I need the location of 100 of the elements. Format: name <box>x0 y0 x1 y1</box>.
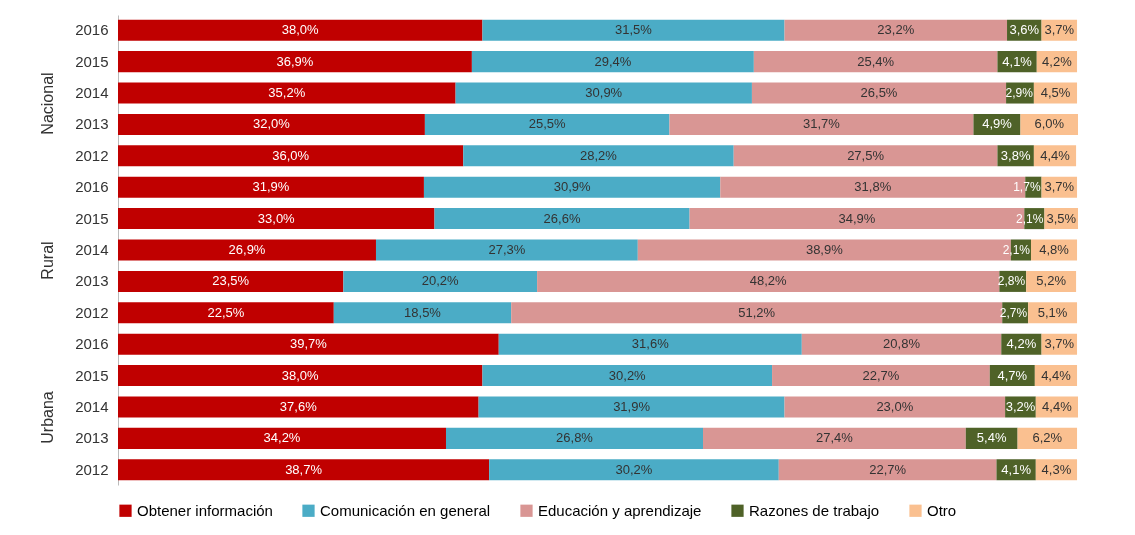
bar <box>118 302 334 324</box>
y-tick-label: 2016 <box>75 21 109 39</box>
data-label: 4,7% <box>997 367 1028 383</box>
bar <box>801 333 1002 355</box>
data-label: 22,7% <box>862 367 900 383</box>
bar <box>118 145 464 167</box>
data-label: 38,7% <box>285 461 323 477</box>
data-label: 4,4% <box>1041 367 1072 383</box>
y-tick-label: 2013 <box>75 115 109 133</box>
data-label: 38,0% <box>281 22 320 38</box>
data-label: 5,4% <box>976 430 1007 446</box>
bar <box>733 145 998 167</box>
bar <box>118 239 376 261</box>
legend-label: Obtener información <box>137 501 273 519</box>
data-label: 20,8% <box>883 336 921 352</box>
bar <box>118 82 456 104</box>
y-tick-label: 2012 <box>75 460 109 478</box>
data-label: 35,2% <box>268 85 306 101</box>
bar <box>118 270 344 292</box>
data-label: 25,5% <box>528 116 567 132</box>
y-tick-label: 2012 <box>75 303 109 321</box>
data-label: 31,7% <box>803 116 841 132</box>
data-label: 30,9% <box>585 85 623 101</box>
bar <box>751 82 1007 104</box>
data-label: 31,5% <box>615 22 653 38</box>
data-label: 23,5% <box>212 273 250 289</box>
bar <box>478 396 785 418</box>
data-label: 2,9% <box>1005 86 1034 101</box>
bar <box>118 365 483 387</box>
data-label: 20,2% <box>421 273 460 289</box>
bar <box>753 51 998 73</box>
bar <box>118 19 483 41</box>
data-label: 26,5% <box>860 85 898 101</box>
text: Nacional <box>39 72 56 135</box>
data-label: 33,0% <box>257 210 296 226</box>
data-label: 26,9% <box>228 242 266 257</box>
bar <box>482 19 785 41</box>
data-label: 27,5% <box>847 147 885 163</box>
data-label: 34,9% <box>838 210 876 226</box>
data-label: 3,7% <box>1044 179 1075 195</box>
bar <box>784 19 1008 41</box>
data-label: 3,7% <box>1044 336 1075 352</box>
y-tick-label: 2014 <box>75 241 109 258</box>
data-label: 25,4% <box>857 53 895 69</box>
data-label: 4,1% <box>1001 461 1032 477</box>
data-label: 3,8% <box>1000 147 1031 163</box>
bar <box>669 113 974 135</box>
bar <box>489 459 779 481</box>
data-label: 31,6% <box>631 336 670 352</box>
data-label: 4,4% <box>1040 147 1071 163</box>
data-label: 32,0% <box>253 116 291 132</box>
data-label: 4,1% <box>1002 53 1033 69</box>
bar <box>375 239 638 261</box>
data-label: 22,7% <box>869 461 907 477</box>
y-tick-label: 2015 <box>75 209 109 227</box>
bar <box>118 51 472 73</box>
y-tick-label: 2012 <box>75 146 109 164</box>
bar <box>772 365 990 387</box>
bar <box>333 302 512 324</box>
bar <box>703 427 966 449</box>
data-label: 4,2% <box>1006 336 1037 352</box>
y-tick-label: 2013 <box>75 429 109 447</box>
bar <box>118 176 424 198</box>
data-label: 38,0% <box>281 367 320 383</box>
y-tick-label: 2014 <box>75 84 109 102</box>
data-label: 38,9% <box>805 242 844 257</box>
bar <box>482 365 773 387</box>
data-label: 48,2% <box>749 273 788 289</box>
bar <box>118 333 499 355</box>
bar <box>784 396 1006 418</box>
data-label: 4,8% <box>1039 242 1070 257</box>
y-tick-label: 2015 <box>75 366 109 384</box>
bar <box>118 208 435 230</box>
bar <box>118 459 490 481</box>
data-label: 23,2% <box>877 22 915 38</box>
bar <box>343 270 538 292</box>
bar <box>445 427 704 449</box>
data-label: 22,5% <box>207 304 245 320</box>
data-label: 3,7% <box>1044 22 1075 38</box>
bar <box>118 427 446 449</box>
legend-label: Razones de trabajo <box>749 501 880 519</box>
legend-label: Otro <box>927 501 957 519</box>
bar <box>455 82 752 104</box>
data-label: 4,5% <box>1040 85 1071 101</box>
data-label: 28,2% <box>580 147 618 163</box>
data-label: 6,0% <box>1034 116 1065 132</box>
data-label: 51,2% <box>738 304 776 320</box>
data-label: 29,4% <box>594 53 632 69</box>
bar <box>118 113 425 135</box>
bar <box>118 396 479 418</box>
data-label: 3,2% <box>1005 398 1036 414</box>
data-label: 5,1% <box>1037 304 1068 320</box>
data-label: 26,6% <box>543 210 581 226</box>
data-label: 3,5% <box>1046 210 1077 226</box>
data-label: 31,9% <box>613 398 651 414</box>
bar <box>463 145 734 167</box>
data-label: 36,9% <box>276 53 314 69</box>
y-tick-label: 2015 <box>75 52 109 70</box>
text: Urbana <box>39 391 56 444</box>
bar <box>471 51 754 73</box>
